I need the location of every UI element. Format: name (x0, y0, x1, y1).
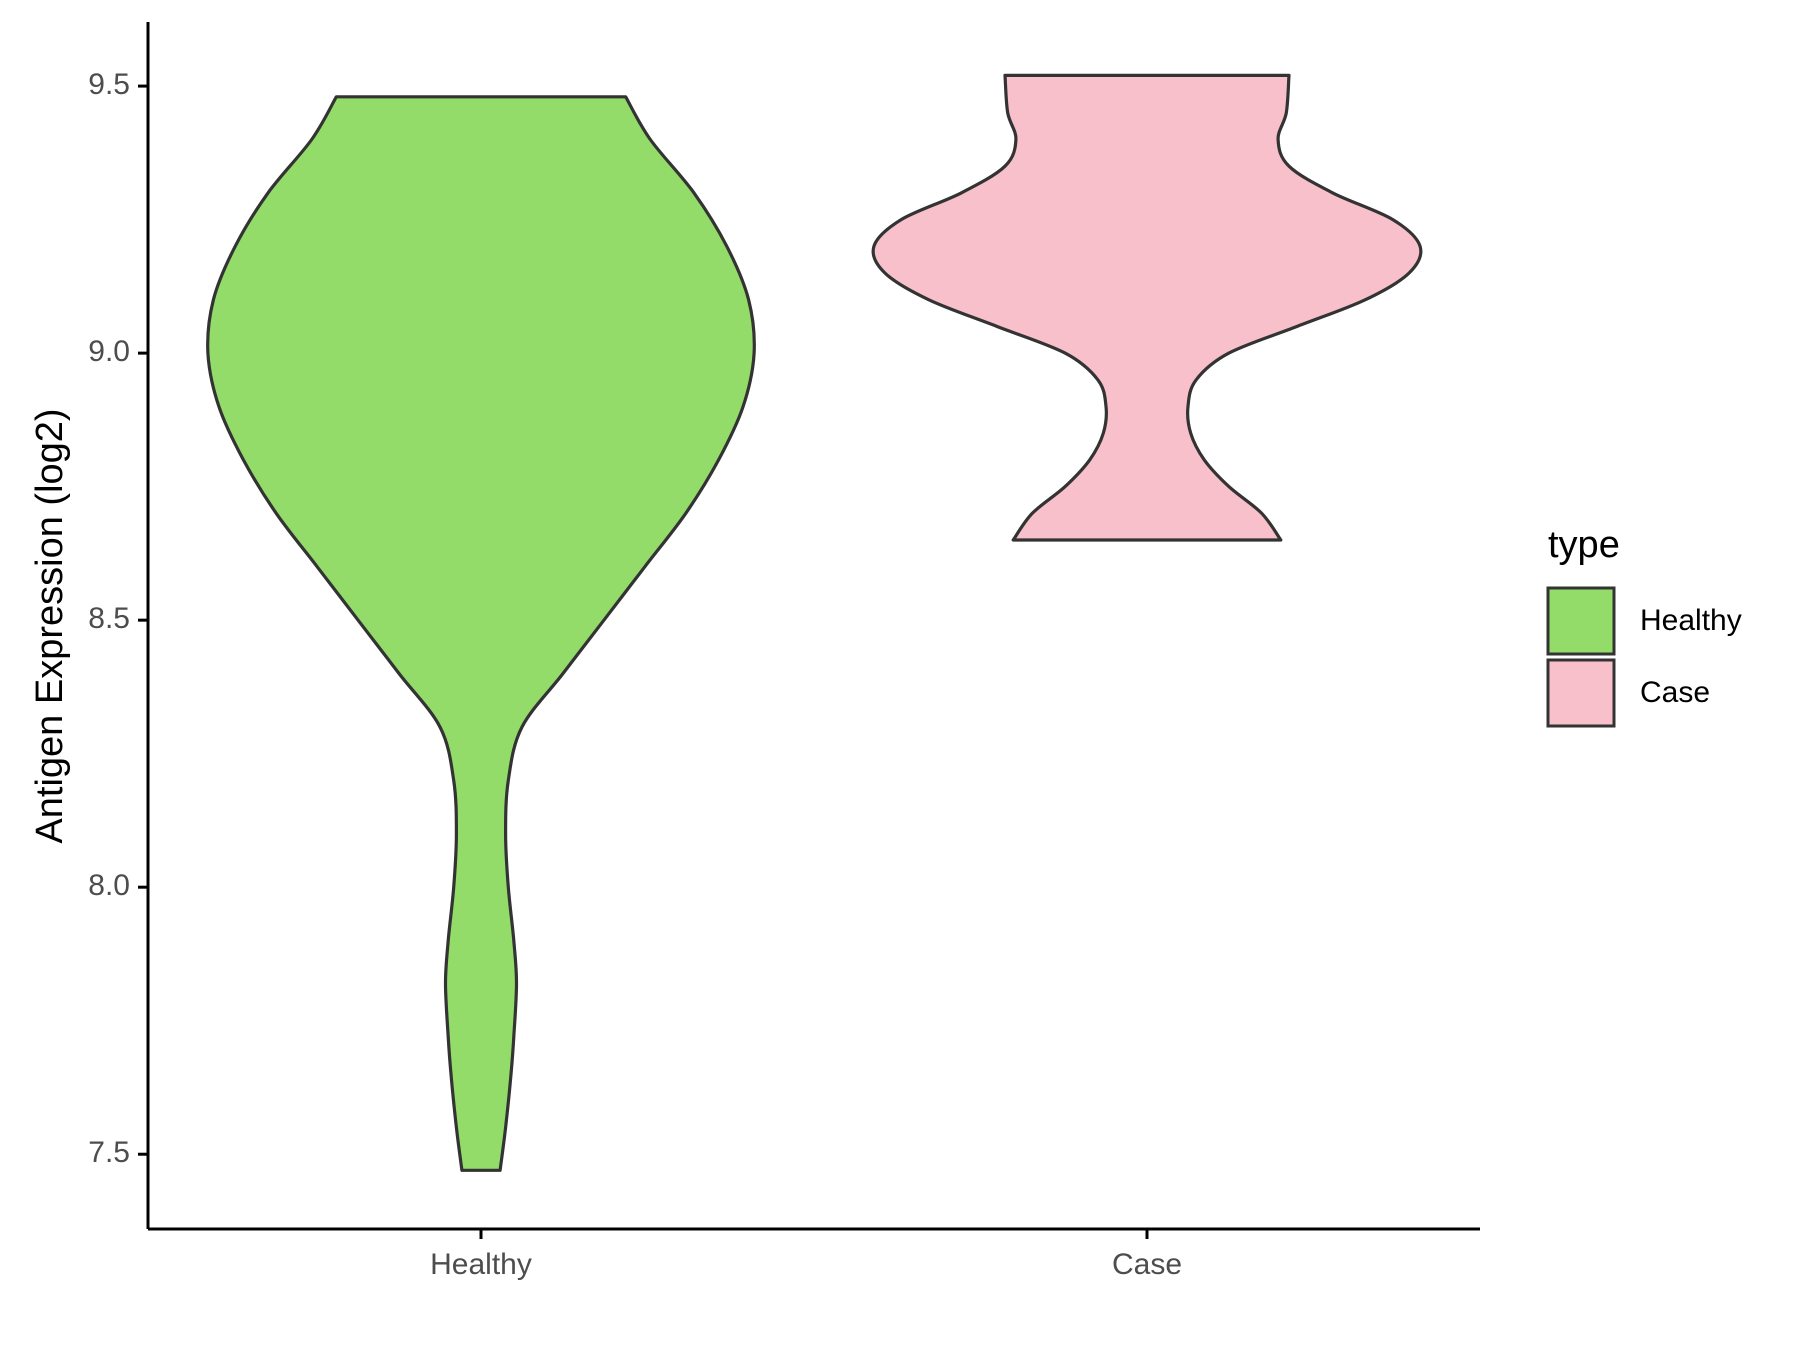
legend-label-case: Case (1640, 676, 1710, 709)
violins-layer (206, 73, 1423, 1172)
x-tick-label: Case (1112, 1248, 1182, 1281)
y-tick-label: 8.0 (88, 869, 130, 902)
y-axis-title: Antigen Expression (log2) (29, 408, 71, 843)
y-tick-label: 9.5 (88, 68, 130, 101)
legend-items: Healthy Case (1546, 586, 1742, 728)
axes-layer (146, 22, 1480, 1231)
legend: type Healthy Case (1546, 524, 1742, 728)
violin-case (871, 73, 1423, 542)
x-ticks: Healthy Case (430, 1229, 1182, 1281)
violin-healthy (206, 95, 756, 1172)
legend-swatch-healthy (1546, 586, 1616, 656)
y-tick-label: 9.0 (88, 335, 130, 368)
y-tick-label: 7.5 (88, 1136, 130, 1169)
legend-title: type (1548, 524, 1620, 566)
legend-swatch-case (1546, 658, 1616, 728)
legend-label-healthy: Healthy (1640, 604, 1742, 637)
x-tick-label: Healthy (430, 1248, 532, 1281)
y-ticks: 7.5 8.0 8.5 9.0 9.5 (88, 68, 148, 1169)
y-tick-label: 8.5 (88, 602, 130, 635)
